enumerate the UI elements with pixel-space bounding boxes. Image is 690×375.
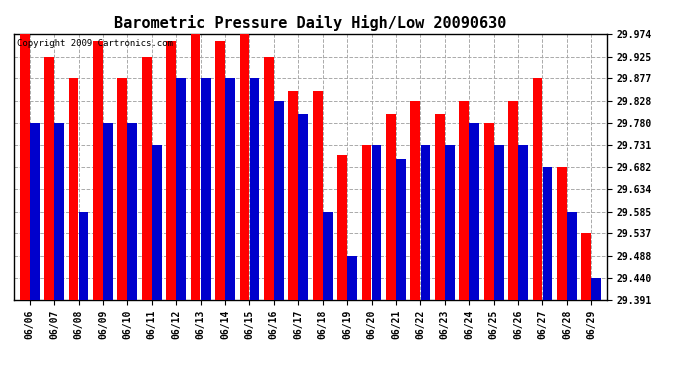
Bar <box>518 145 528 300</box>
Text: Copyright 2009 Cartronics.com: Copyright 2009 Cartronics.com <box>17 39 172 48</box>
Bar <box>420 145 431 300</box>
Bar <box>142 57 152 300</box>
Bar <box>508 101 518 300</box>
Bar <box>469 123 479 300</box>
Bar <box>542 167 553 300</box>
Bar <box>298 114 308 300</box>
Bar <box>362 145 371 300</box>
Bar <box>386 114 396 300</box>
Bar <box>44 57 54 300</box>
Bar <box>582 234 591 300</box>
Title: Barometric Pressure Daily High/Low 20090630: Barometric Pressure Daily High/Low 20090… <box>115 15 506 31</box>
Bar <box>93 40 103 300</box>
Bar <box>68 78 79 300</box>
Bar <box>396 159 406 300</box>
Bar <box>190 34 201 300</box>
Bar <box>117 78 127 300</box>
Bar <box>55 123 64 300</box>
Bar <box>372 145 382 300</box>
Bar <box>264 57 274 300</box>
Bar <box>411 101 420 300</box>
Bar <box>460 101 469 300</box>
Bar <box>347 256 357 300</box>
Bar <box>79 211 88 300</box>
Bar <box>250 78 259 300</box>
Bar <box>274 101 284 300</box>
Bar <box>152 145 161 300</box>
Bar <box>103 123 113 300</box>
Bar <box>557 167 566 300</box>
Bar <box>166 40 176 300</box>
Bar <box>201 78 210 300</box>
Bar <box>288 91 298 300</box>
Bar <box>215 40 225 300</box>
Bar <box>484 123 493 300</box>
Bar <box>30 123 39 300</box>
Bar <box>591 278 601 300</box>
Bar <box>323 211 333 300</box>
Bar <box>177 78 186 300</box>
Bar <box>533 78 542 300</box>
Bar <box>225 78 235 300</box>
Bar <box>20 34 30 300</box>
Bar <box>337 154 347 300</box>
Bar <box>313 91 323 300</box>
Bar <box>435 114 444 300</box>
Bar <box>445 145 455 300</box>
Bar <box>494 145 504 300</box>
Bar <box>128 123 137 300</box>
Bar <box>239 34 249 300</box>
Bar <box>567 211 577 300</box>
